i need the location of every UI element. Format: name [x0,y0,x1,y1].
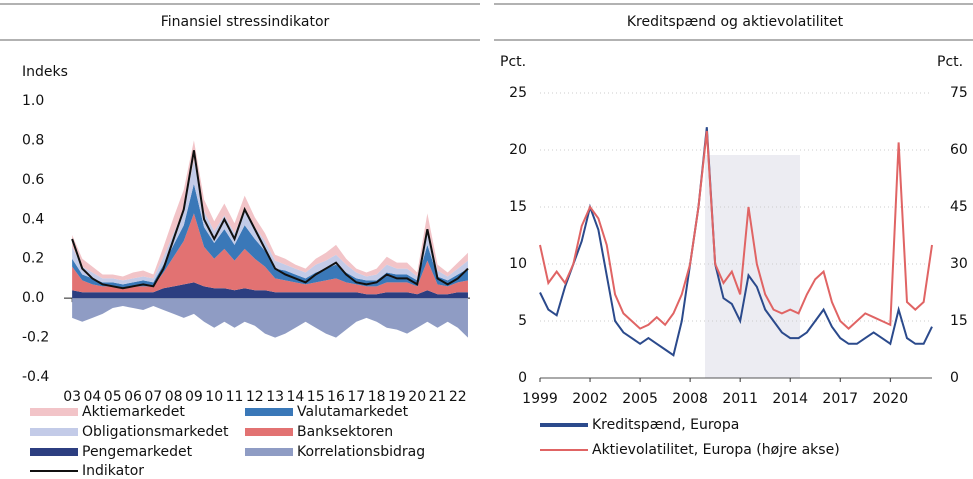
x-tick-label: 2014 [772,391,808,407]
y-tick-label: 0 [518,370,527,386]
x-tick-label: 2008 [672,391,708,407]
y2-tick-label: 60 [950,142,968,158]
legend-label: Indikator [82,463,144,479]
y-axis-label: Indeks [22,64,68,80]
x-tick-label: 07 [144,389,162,405]
x-tick-label: 2011 [722,391,758,407]
x-tick-label: 2020 [872,391,908,407]
legend-label: Kreditspænd, Europa [592,417,739,433]
y2-tick-label: 15 [950,313,968,329]
legend-label: Korrelationsbidrag [297,444,425,460]
x-tick-label: 22 [449,389,467,405]
y-tick-label: 0.6 [22,172,44,188]
legend-label: Valutamarkedet [297,404,409,420]
y-tick-label: 0.4 [22,211,44,227]
x-tick-label: 2005 [622,391,658,407]
legend-swatch [245,448,293,456]
legend-swatch [245,428,293,436]
y-tick-label: 1.0 [22,93,44,109]
y-tick-label: 0.0 [22,290,44,306]
y2-tick-label: 0 [950,370,959,386]
x-tick-label: 2017 [822,391,858,407]
line [539,127,933,357]
y-tick-label: 20 [509,142,527,158]
x-tick-label: 05 [104,389,122,405]
x-tick-label: 15 [307,389,325,405]
x-tick-label: 06 [124,389,142,405]
area [72,213,468,295]
x-tick-label: 13 [266,389,284,405]
x-tick-label: 12 [246,389,264,405]
legend-swatch [30,428,78,436]
y-tick-label: 5 [518,313,527,329]
line [71,150,469,290]
x-tick-label: 18 [368,389,386,405]
legend-label: Pengemarkedet [82,444,193,460]
line [539,130,933,330]
y2-tick-label: 75 [950,85,968,101]
y2-tick-label: 45 [950,199,968,215]
x-tick-label: 08 [165,389,183,405]
x-tick-label: 04 [84,389,102,405]
x-tick-label: 1999 [522,391,558,407]
area [72,298,468,338]
y-tick-label: 0.8 [22,132,44,148]
x-tick-label: 11 [226,389,244,405]
y-tick-label: 15 [509,199,527,215]
legend-swatch [30,448,78,456]
y-tick-label: 25 [509,85,527,101]
x-tick-label: 20 [408,389,426,405]
legend-swatch [30,408,78,416]
x-tick-label: 09 [185,389,203,405]
chart-title: Kreditspænd og aktievolatilitet [627,14,844,30]
y-tick-label: 10 [509,256,527,272]
y-axis-label: Pct. [500,54,526,70]
x-tick-label: 14 [287,389,305,405]
x-tick-label: 19 [388,389,406,405]
shaded-period [705,155,800,378]
y-tick-label: 0.2 [22,251,44,267]
x-tick-label: 21 [429,389,447,405]
legend-label: Aktiemarkedet [82,404,185,420]
y-tick-label: -0.4 [22,369,49,385]
legend-label: Obligationsmarkedet [82,424,229,440]
y2-tick-label: 30 [950,256,968,272]
y-tick-label: -0.2 [22,330,49,346]
chart-title: Finansiel stressindikator [161,14,330,30]
x-tick-label: 10 [205,389,223,405]
area [72,183,468,289]
legend-label: Banksektoren [297,424,393,440]
x-tick-label: 17 [347,389,365,405]
y2-axis-label: Pct. [937,54,963,70]
legend-swatch [245,408,293,416]
x-tick-label: 2002 [572,391,608,407]
legend-label: Aktievolatilitet, Europa (højre akse) [592,442,840,458]
x-tick-label: 03 [63,389,81,405]
x-tick-label: 16 [327,389,345,405]
